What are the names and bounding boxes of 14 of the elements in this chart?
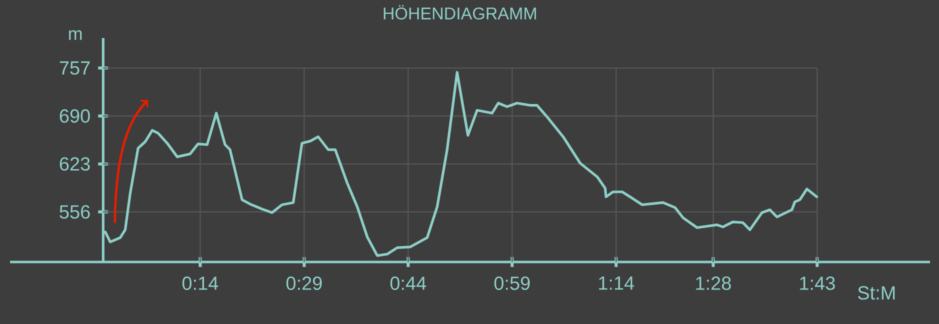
x-tick-label: 0:59 (494, 276, 530, 290)
x-tick-label: 1:28 (696, 276, 731, 290)
y-tick-label: 690 (60, 109, 90, 123)
x-tick-label: 0:14 (182, 276, 218, 290)
y-tick-label: 623 (60, 157, 90, 171)
chart-title: HÖHENDIAGRAMM (384, 5, 536, 20)
y-tick-label: 757 (60, 61, 90, 75)
x-tick-label: 0:29 (286, 276, 322, 290)
x-axis-title: St:M (858, 286, 895, 300)
x-tick-label: 1:43 (800, 276, 835, 290)
y-axis-title: m (69, 30, 82, 40)
x-tick-label: 1:14 (599, 276, 634, 290)
x-tick-label: 0:44 (390, 276, 426, 290)
y-tick-label: 556 (60, 205, 90, 219)
